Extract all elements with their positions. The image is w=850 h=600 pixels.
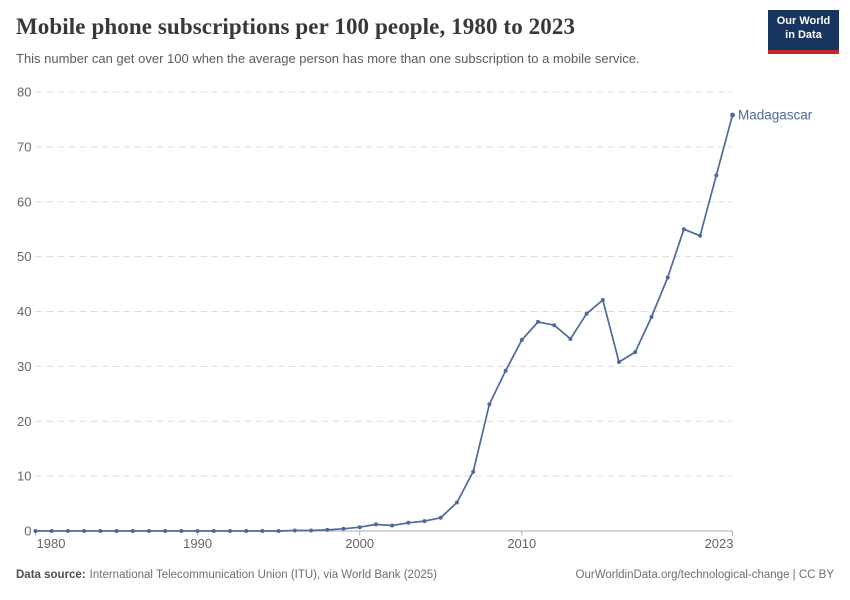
data-point-marker (49, 529, 54, 533)
data-point-marker (163, 529, 168, 533)
x-axis-tick-label: 2010 (507, 536, 536, 551)
data-point-marker (681, 227, 686, 232)
logo-line-1: Our World (776, 15, 831, 27)
data-point-marker (147, 529, 151, 533)
data-source: Data source: International Telecommunicat… (16, 569, 437, 581)
y-axis-tick-label: 50 (17, 249, 31, 264)
data-point-marker (714, 173, 719, 178)
data-point-marker (730, 112, 735, 118)
data-point-marker (357, 525, 362, 530)
data-point-marker (600, 298, 605, 302)
x-axis-tick-label: 1990 (183, 536, 212, 551)
data-point-marker (276, 529, 281, 533)
data-point-marker (260, 529, 265, 533)
data-point-marker (438, 515, 443, 520)
owid-logo[interactable]: Our World in Data (768, 10, 839, 54)
data-point-marker (373, 522, 378, 527)
y-axis-tick-label: 40 (17, 304, 31, 319)
x-axis-tick-label: 2023 (705, 536, 734, 551)
data-point-marker (454, 500, 459, 505)
data-point-marker (98, 529, 103, 533)
x-axis-tick-label: 1980 (37, 536, 66, 551)
data-point-marker (179, 529, 184, 533)
data-point-marker (390, 523, 395, 528)
data-point-marker (584, 311, 589, 316)
y-axis-tick-label: 30 (17, 359, 31, 374)
madagascar-line[interactable] (34, 114, 734, 532)
data-point-marker (211, 529, 216, 533)
data-source-label: Data source: (16, 569, 86, 581)
data-point-marker (292, 528, 297, 533)
data-point-marker (649, 315, 654, 319)
data-point-marker (552, 323, 557, 328)
series-label-madagascar[interactable]: Madagascar (738, 108, 813, 123)
x-axis-tick-label: 2000 (345, 536, 374, 551)
data-point-marker (195, 529, 200, 533)
data-point-marker (341, 526, 346, 531)
y-axis-tick-label: 0 (24, 524, 31, 539)
y-axis-tick-label: 10 (17, 469, 31, 484)
data-point-marker (244, 529, 249, 533)
data-point-marker (633, 350, 638, 355)
data-point-marker (471, 469, 476, 474)
data-point-marker (82, 529, 87, 533)
data-point-marker (617, 360, 621, 364)
data-point-marker (698, 233, 703, 238)
data-point-marker (33, 529, 38, 533)
page-subtitle: This number can get over 100 when the av… (16, 51, 640, 66)
footer-link[interactable]: OurWorldinData.org/technological-change … (575, 569, 834, 581)
data-point-marker (406, 520, 411, 525)
data-point-marker (665, 275, 670, 280)
footer: Data source: International Telecommunicat… (16, 569, 834, 581)
data-point-marker (309, 528, 314, 533)
data-source-text: International Telecommunication Union (I… (89, 569, 437, 581)
data-point-marker (325, 527, 330, 532)
data-point-marker (422, 519, 427, 524)
data-point-marker (114, 529, 119, 533)
y-axis-tick-label: 70 (17, 139, 31, 154)
data-point-marker (65, 529, 70, 533)
data-point-marker (487, 402, 492, 407)
data-point-marker (228, 529, 232, 533)
data-point-marker (130, 529, 135, 533)
data-point-marker (503, 368, 508, 373)
y-axis-tick-label: 80 (17, 85, 31, 100)
data-point-marker (519, 338, 524, 342)
data-point-marker (568, 336, 573, 341)
data-point-marker (536, 319, 540, 324)
y-axis-tick-label: 20 (17, 414, 31, 429)
y-axis-tick-label: 60 (17, 194, 31, 209)
page-title: Mobile phone subscriptions per 100 peopl… (16, 14, 576, 39)
logo-line-2: in Data (785, 28, 822, 41)
